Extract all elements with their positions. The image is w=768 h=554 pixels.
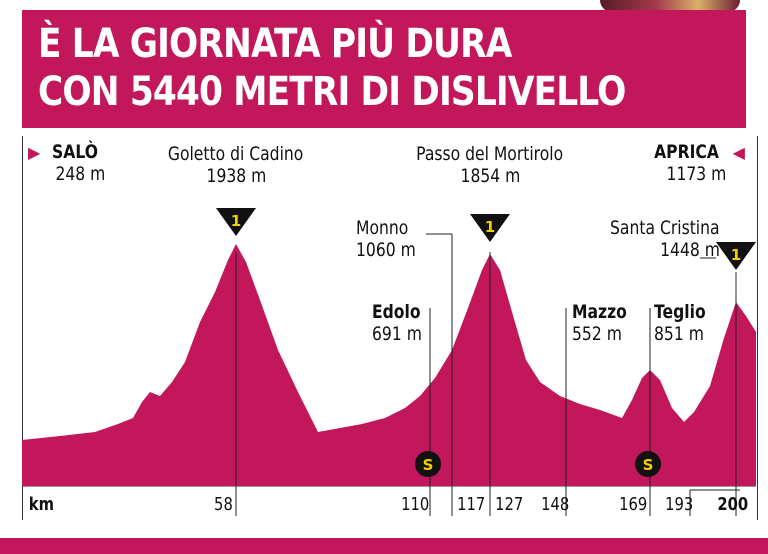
sprint-marker-teglio: S xyxy=(635,451,661,477)
place-label-monno: Monno 1060 m xyxy=(356,217,436,262)
top-decoration xyxy=(600,0,740,12)
place-name: Monno xyxy=(356,217,409,239)
km-tick: 117 xyxy=(457,494,486,515)
climb-label-mortirolo: Passo del Mortirolo 1854 m xyxy=(380,143,600,188)
finish-name: APRICA xyxy=(654,141,719,163)
sprint-symbol-teglio: S xyxy=(643,456,654,474)
kom-marker-mortirolo: 1 xyxy=(470,214,510,242)
place-name: Edolo xyxy=(372,301,421,323)
place-label-mazzo: Mazzo 552 m xyxy=(572,301,642,346)
climb-elevation: 1448 m xyxy=(660,238,720,261)
place-name: Teglio xyxy=(654,301,706,323)
climb-label-santa-cristina: Santa Cristina 1448 m xyxy=(560,217,720,262)
title-line-1: È LA GIORNATA PIÙ DURA xyxy=(38,21,512,67)
km-tick: 169 xyxy=(619,494,648,515)
profile-frame xyxy=(22,136,758,520)
sprint-marker-edolo: S xyxy=(415,451,441,477)
place-label-edolo: Edolo 691 m xyxy=(372,301,432,346)
climb-elevation: 1938 m xyxy=(206,164,266,187)
climb-name: Goletto di Cadino xyxy=(168,143,304,165)
km-tick-finish: 200 xyxy=(717,494,749,515)
kom-number-goletto: 1 xyxy=(231,212,241,230)
place-elevation: 1060 m xyxy=(356,238,416,261)
climb-name: Passo del Mortirolo xyxy=(416,143,564,165)
bottom-bar xyxy=(0,538,768,554)
finish-elevation: 1173 m xyxy=(666,162,726,185)
start-label: ▶ SALÒ 248 m xyxy=(28,141,111,186)
km-tick: 193 xyxy=(665,494,694,515)
kom-number-santa-cristina: 1 xyxy=(731,246,741,264)
sprint-symbol-edolo: S xyxy=(423,456,434,474)
title-line-2: CON 5440 METRI DI DISLIVELLO xyxy=(38,69,626,115)
place-elevation: 851 m xyxy=(654,322,704,345)
place-elevation: 552 m xyxy=(572,322,622,345)
place-label-teglio: Teglio 851 m xyxy=(654,301,724,346)
place-elevation: 691 m xyxy=(372,322,422,345)
climb-elevation: 1854 m xyxy=(460,164,520,187)
kom-number-mortirolo: 1 xyxy=(485,218,495,236)
start-name: SALÒ xyxy=(51,141,98,163)
place-name: Mazzo xyxy=(572,301,627,323)
start-arrow-icon: ▶ xyxy=(28,143,41,162)
title-banner: È LA GIORNATA PIÙ DURA CON 5440 METRI DI… xyxy=(22,10,746,128)
km-tick: 127 xyxy=(495,494,524,515)
climb-label-goletto: Goletto di Cadino 1938 m xyxy=(136,143,336,188)
km-tick: 58 xyxy=(214,494,233,515)
km-axis-label: km xyxy=(28,494,54,515)
km-tick: 148 xyxy=(541,494,570,515)
climb-name: Santa Cristina xyxy=(610,217,720,239)
km-tick: 110 xyxy=(401,494,430,515)
finish-label: APRICA ◀ 1173 m xyxy=(640,141,752,186)
start-elevation: 248 m xyxy=(55,162,106,185)
finish-arrow-icon: ◀ xyxy=(732,143,745,162)
kom-marker-goletto: 1 xyxy=(216,208,256,236)
profile-area xyxy=(22,244,756,486)
kom-marker-santa-cristina: 1 xyxy=(716,242,756,270)
